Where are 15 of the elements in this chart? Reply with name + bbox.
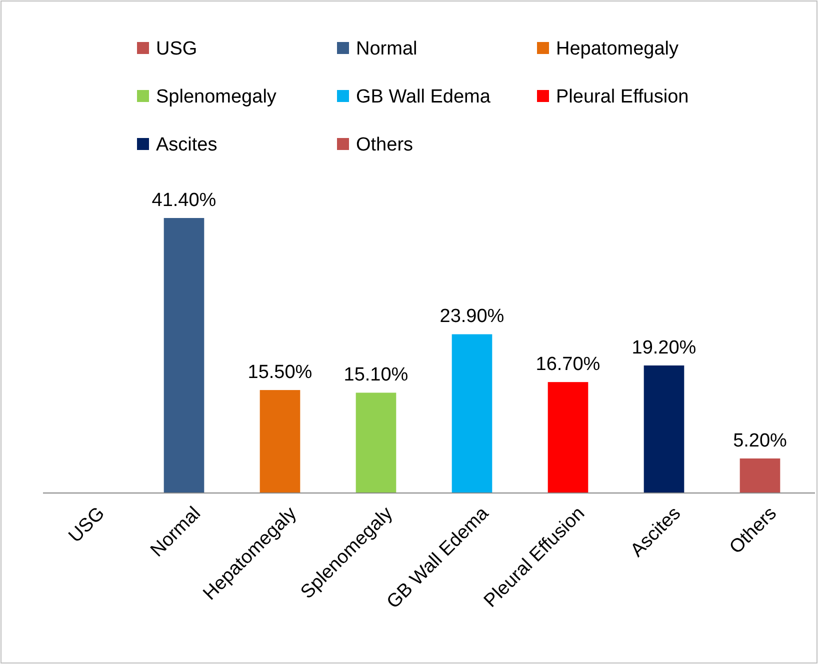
- data-label: 15.10%: [344, 364, 408, 386]
- legend-label: Others: [356, 134, 414, 156]
- data-label: 19.20%: [632, 337, 696, 358]
- legend-label: GB Wall Edema: [356, 86, 491, 108]
- legend-label: Normal: [356, 38, 418, 60]
- legend-label: Pleural Effusion: [556, 86, 689, 108]
- data-label: 41.40%: [152, 190, 216, 211]
- data-label: 16.70%: [536, 354, 600, 376]
- data-label: 15.50%: [248, 362, 312, 384]
- legend-label: Hepatomegaly: [556, 38, 680, 60]
- data-label: 5.20%: [733, 430, 788, 452]
- legend-label: USG: [156, 38, 198, 60]
- legend-label: Ascites: [156, 134, 218, 156]
- data-label: 23.90%: [440, 306, 504, 328]
- legend-label: Splenomegaly: [156, 86, 277, 108]
